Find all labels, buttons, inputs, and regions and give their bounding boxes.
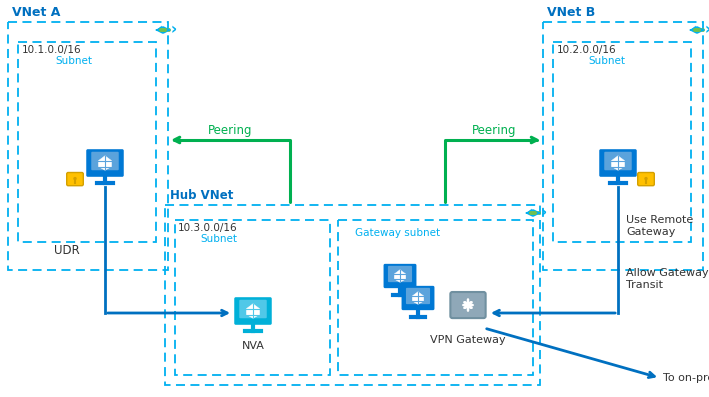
Circle shape [696,29,698,31]
Text: VNet A: VNet A [12,6,60,19]
Text: Hub VNet: Hub VNet [170,189,233,202]
Polygon shape [611,156,625,170]
Bar [175,220,330,375]
Text: Gateway subnet: Gateway subnet [355,228,440,238]
FancyBboxPatch shape [86,149,124,177]
Circle shape [162,29,164,31]
Bar [338,220,533,375]
Circle shape [699,29,702,31]
FancyBboxPatch shape [67,173,83,186]
Text: VPN Gateway: VPN Gateway [430,335,506,345]
Text: 10.1.0.0/16: 10.1.0.0/16 [22,45,82,55]
FancyBboxPatch shape [450,292,486,318]
Circle shape [160,29,162,31]
Circle shape [538,212,540,214]
Text: ›: › [541,206,547,220]
FancyBboxPatch shape [234,297,272,325]
Circle shape [693,29,696,31]
Text: 10.3.0.0/16: 10.3.0.0/16 [178,223,238,233]
FancyBboxPatch shape [239,300,267,318]
Circle shape [532,212,535,214]
FancyBboxPatch shape [406,288,430,304]
FancyBboxPatch shape [91,152,118,170]
Text: Subnet: Subnet [200,234,237,244]
Circle shape [702,29,704,31]
Text: VNet B: VNet B [547,6,596,19]
Text: ›: › [705,23,709,37]
Text: ‹: ‹ [691,23,697,37]
Text: Subnet: Subnet [55,56,92,66]
Bar [8,22,168,270]
Text: 10.2.0.0/16: 10.2.0.0/16 [557,45,617,55]
Circle shape [698,29,700,31]
FancyBboxPatch shape [388,266,412,282]
Polygon shape [412,292,424,304]
Polygon shape [99,156,111,170]
Text: UDR: UDR [54,243,80,256]
Text: Peering: Peering [471,124,516,137]
Circle shape [163,29,165,31]
Text: ›: › [171,23,177,37]
Circle shape [168,29,170,31]
Circle shape [697,29,699,31]
Text: Use Remote
Gateway: Use Remote Gateway [626,215,693,237]
Text: NVA: NVA [242,341,264,351]
Circle shape [164,29,167,31]
Text: ‹: ‹ [527,206,533,220]
Circle shape [535,212,537,214]
Text: Peering: Peering [208,124,252,137]
FancyBboxPatch shape [599,149,637,177]
FancyBboxPatch shape [384,264,416,288]
Text: Subnet: Subnet [588,56,625,66]
Circle shape [534,212,536,214]
Circle shape [165,29,168,31]
FancyBboxPatch shape [401,286,435,310]
Text: ‹: ‹ [157,23,163,37]
Circle shape [532,212,535,214]
Bar [543,22,703,270]
Circle shape [644,177,648,180]
Polygon shape [247,304,259,318]
Polygon shape [394,270,406,282]
Circle shape [530,212,532,214]
Bar [18,42,156,242]
FancyBboxPatch shape [637,173,654,186]
Text: Allow Gateway
Transit: Allow Gateway Transit [626,268,708,289]
FancyBboxPatch shape [604,152,632,170]
Bar [165,205,540,385]
Text: To on-premises: To on-premises [663,373,709,383]
Circle shape [73,177,77,180]
Bar [553,42,691,242]
